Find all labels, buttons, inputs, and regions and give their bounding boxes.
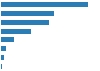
Bar: [0, 20, 49, 25]
Bar: [0, 37, 14, 42]
Bar: [0, 55, 4, 60]
Bar: [0, 46, 6, 51]
Bar: [0, 29, 31, 34]
Bar: [0, 11, 54, 16]
Bar: [0, 64, 2, 69]
Bar: [0, 2, 88, 7]
